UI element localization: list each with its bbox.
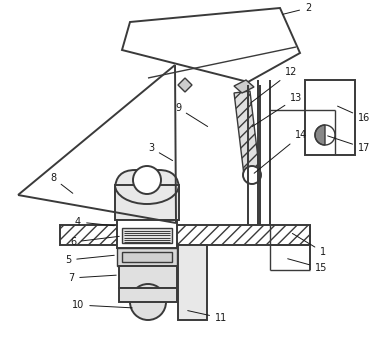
Text: 7: 7	[68, 273, 116, 283]
Text: 6: 6	[70, 236, 119, 247]
Circle shape	[130, 284, 166, 320]
Bar	[119, 266, 177, 288]
FancyBboxPatch shape	[115, 170, 179, 210]
Text: 2: 2	[283, 3, 311, 14]
Text: 15: 15	[288, 259, 328, 273]
Text: 4: 4	[75, 217, 114, 227]
Text: 11: 11	[188, 311, 227, 323]
Text: 17: 17	[328, 136, 371, 153]
Text: 14: 14	[254, 130, 307, 173]
Text: 3: 3	[148, 143, 172, 161]
Bar	[305, 80, 355, 155]
Text: 16: 16	[338, 106, 370, 123]
Bar	[117, 220, 177, 248]
Bar	[122, 228, 172, 243]
Bar	[115, 185, 179, 220]
Text: 8: 8	[50, 173, 73, 193]
Polygon shape	[234, 91, 260, 176]
Text: 1: 1	[292, 233, 326, 257]
Text: 13: 13	[252, 93, 302, 126]
Bar	[178, 245, 207, 320]
Bar	[119, 288, 177, 302]
Text: 12: 12	[250, 67, 297, 103]
Polygon shape	[234, 80, 254, 93]
Text: 10: 10	[72, 300, 132, 310]
Circle shape	[243, 166, 261, 184]
Bar	[122, 252, 172, 262]
Polygon shape	[178, 78, 192, 92]
Wedge shape	[315, 125, 325, 145]
Text: 9: 9	[175, 103, 208, 126]
Circle shape	[133, 166, 161, 194]
Bar	[117, 248, 177, 266]
Text: 5: 5	[65, 255, 114, 265]
Bar	[60, 225, 310, 245]
